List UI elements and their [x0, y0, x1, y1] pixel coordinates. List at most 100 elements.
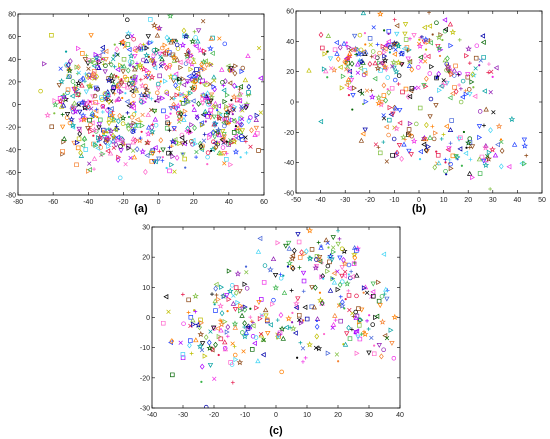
scatter-point [177, 140, 183, 147]
scatter-point [148, 91, 151, 94]
scatter-point [480, 39, 486, 46]
scatter-point [170, 38, 175, 43]
scatter-point [481, 55, 486, 60]
scatter-point [230, 93, 238, 100]
scatter-point [222, 161, 227, 166]
scatter-point [381, 93, 387, 98]
scatter-point [390, 111, 396, 117]
scatter-point [106, 100, 112, 106]
scatter-point [199, 363, 205, 370]
scatter-point [111, 56, 116, 62]
scatter-point [119, 114, 127, 121]
scatter-point [106, 131, 109, 134]
scatter-point [180, 352, 186, 357]
scatter-point [253, 125, 260, 131]
scatter-point [132, 137, 138, 144]
scatter-point [83, 89, 90, 95]
scatter-point [192, 124, 197, 132]
panel-label: (c) [269, 425, 283, 437]
scatter-point [441, 132, 446, 137]
scatter-point [366, 350, 372, 356]
scatter-point [459, 86, 463, 91]
scatter-point [286, 245, 292, 251]
scatter-point [94, 73, 100, 80]
scatter-point [349, 60, 355, 67]
scatter-point [149, 96, 154, 101]
scatter-point [244, 265, 248, 268]
scatter-point [169, 96, 174, 101]
scatter-point [238, 83, 243, 90]
scatter-point [253, 335, 259, 340]
scatter-point [219, 310, 225, 317]
scatter-point [339, 273, 345, 279]
scatter-point [60, 92, 67, 99]
scatter-point [67, 74, 73, 79]
scatter-point [335, 55, 341, 63]
scatter-point [93, 51, 99, 58]
scatter-point [188, 90, 194, 96]
scatter-point [110, 132, 116, 139]
scatter-point [347, 307, 352, 313]
scatter-point [352, 254, 358, 261]
scatter-point [314, 257, 319, 262]
scatter-point [136, 137, 144, 144]
scatter-point [383, 124, 389, 130]
scatter-point [91, 141, 96, 147]
plot-frame [295, 10, 543, 194]
scatter-point [363, 49, 369, 55]
scatter-point [289, 325, 297, 332]
scatter-point [60, 148, 65, 154]
scatter-point [384, 296, 390, 302]
scatter-point [220, 80, 225, 85]
scatter-point [447, 158, 452, 162]
y-tick-label: -20 [284, 130, 294, 137]
scatter-point [181, 117, 187, 122]
scatter-point [96, 125, 102, 131]
scatter-point [210, 325, 217, 331]
scatter-point [247, 323, 253, 329]
y-tick-label: -40 [6, 147, 16, 154]
scatter-point [358, 317, 364, 323]
scatter-point [228, 360, 233, 365]
scatter-point [256, 300, 262, 306]
scatter-point [110, 89, 116, 95]
scatter-point [216, 109, 219, 112]
scatter-point [435, 150, 438, 153]
scatter-point [232, 104, 238, 110]
scatter-point [134, 110, 137, 113]
scatter-point [96, 134, 101, 141]
scatter-point [243, 104, 249, 111]
scatter-point [443, 26, 448, 33]
x-tick-label: -10 [240, 412, 250, 419]
scatter-point [86, 66, 91, 71]
scatter-point [93, 108, 99, 114]
scatter-point [168, 39, 174, 45]
scatter-point [173, 106, 180, 112]
scatter-point [76, 126, 82, 132]
scatter-point [186, 73, 192, 80]
scatter-point [407, 120, 413, 127]
y-tick-label: 0 [12, 102, 16, 109]
scatter-point [355, 70, 361, 75]
scatter-point [465, 45, 472, 52]
scatter-point [208, 107, 214, 113]
scatter-point [467, 61, 472, 66]
scatter-point [76, 136, 82, 142]
scatter-point [341, 260, 349, 267]
scatter-point [467, 139, 473, 145]
scatter-point [495, 141, 500, 148]
scatter-point [325, 350, 331, 356]
scatter-point [465, 139, 472, 146]
scatter-point [409, 86, 415, 91]
scatter-point [67, 120, 73, 126]
scatter-point [174, 42, 180, 48]
scatter-point [279, 369, 284, 375]
scatter-point [93, 142, 99, 149]
scatter-point [365, 319, 369, 323]
scatter-point [278, 325, 286, 332]
scatter-point [145, 112, 151, 117]
scatter-point [390, 58, 398, 66]
scatter-point [301, 289, 306, 294]
y-tick-label: -60 [6, 170, 16, 177]
scatter-point [281, 290, 288, 295]
